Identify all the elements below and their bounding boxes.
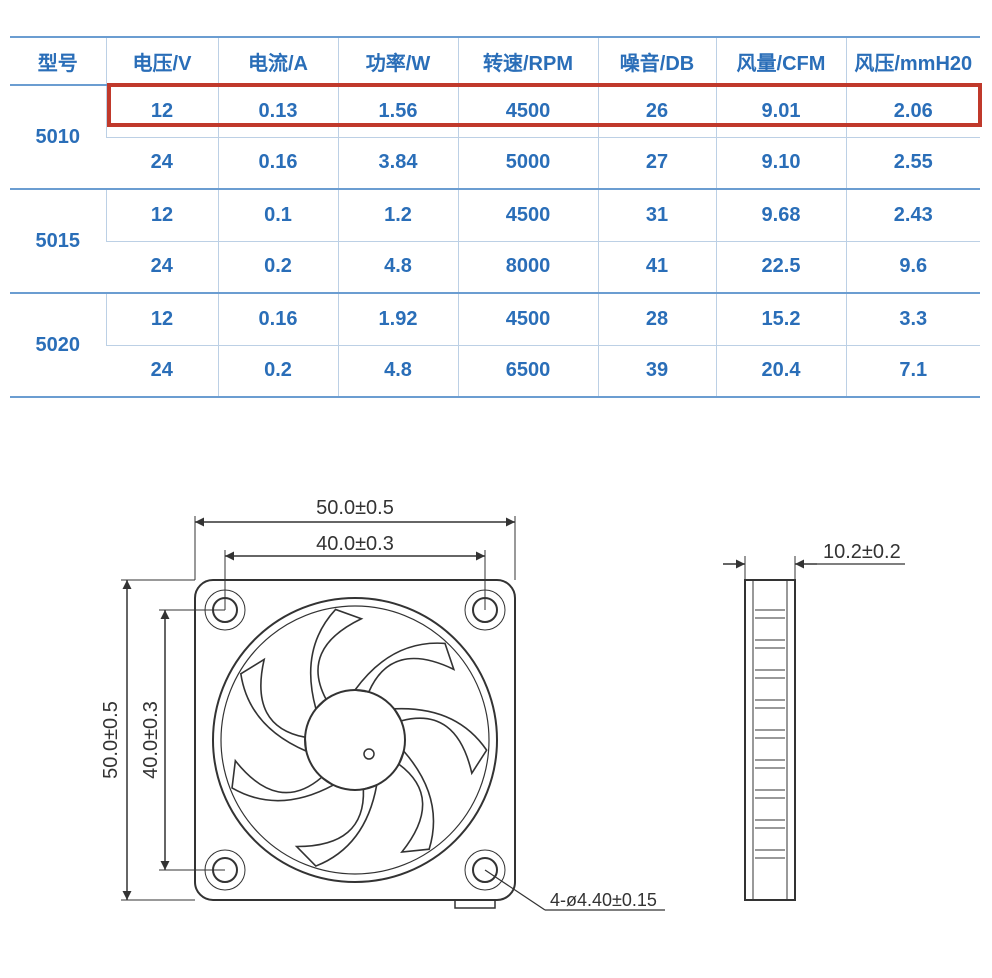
data-cell: 20.4 <box>716 345 846 397</box>
data-cell: 24 <box>106 345 218 397</box>
data-cell: 8000 <box>458 241 598 293</box>
col-header-0: 型号 <box>10 37 106 85</box>
data-cell: 0.2 <box>218 345 338 397</box>
data-cell: 27 <box>598 137 716 189</box>
data-cell: 4.8 <box>338 241 458 293</box>
data-cell: 12 <box>106 85 218 137</box>
data-cell: 1.92 <box>338 293 458 345</box>
data-cell: 24 <box>106 241 218 293</box>
data-cell: 2.43 <box>846 189 980 241</box>
svg-text:4-ø4.40±0.15: 4-ø4.40±0.15 <box>550 890 657 910</box>
col-header-5: 噪音/DB <box>598 37 716 85</box>
spec-table: 型号电压/V电流/A功率/W转速/RPM噪音/DB风量/CFM风压/mmH20 … <box>10 36 980 398</box>
col-header-3: 功率/W <box>338 37 458 85</box>
spec-table-container: 型号电压/V电流/A功率/W转速/RPM噪音/DB风量/CFM风压/mmH20 … <box>10 36 980 398</box>
data-cell: 41 <box>598 241 716 293</box>
data-cell: 4500 <box>458 293 598 345</box>
data-cell: 0.2 <box>218 241 338 293</box>
data-cell: 9.6 <box>846 241 980 293</box>
data-cell: 0.16 <box>218 293 338 345</box>
data-cell: 7.1 <box>846 345 980 397</box>
data-cell: 0.16 <box>218 137 338 189</box>
technical-drawing: 50.0±0.5 40.0±0.3 50.0±0.5 40.0±0.3 4-ø4.40±… <box>65 500 965 960</box>
model-cell: 5020 <box>10 293 106 397</box>
data-cell: 4.8 <box>338 345 458 397</box>
data-cell: 5000 <box>458 137 598 189</box>
data-cell: 26 <box>598 85 716 137</box>
data-cell: 9.01 <box>716 85 846 137</box>
data-cell: 6500 <box>458 345 598 397</box>
data-cell: 9.10 <box>716 137 846 189</box>
data-cell: 3.3 <box>846 293 980 345</box>
model-cell: 5010 <box>10 85 106 189</box>
col-header-2: 电流/A <box>218 37 338 85</box>
col-header-4: 转速/RPM <box>458 37 598 85</box>
data-cell: 31 <box>598 189 716 241</box>
data-cell: 2.55 <box>846 137 980 189</box>
data-cell: 24 <box>106 137 218 189</box>
data-cell: 22.5 <box>716 241 846 293</box>
data-cell: 12 <box>106 293 218 345</box>
col-header-1: 电压/V <box>106 37 218 85</box>
data-cell: 39 <box>598 345 716 397</box>
col-header-7: 风压/mmH20 <box>846 37 980 85</box>
svg-text:10.2±0.2: 10.2±0.2 <box>823 541 901 563</box>
col-header-6: 风量/CFM <box>716 37 846 85</box>
data-cell: 0.13 <box>218 85 338 137</box>
data-cell: 12 <box>106 189 218 241</box>
data-cell: 3.84 <box>338 137 458 189</box>
data-cell: 0.1 <box>218 189 338 241</box>
model-cell: 5015 <box>10 189 106 293</box>
data-cell: 4500 <box>458 189 598 241</box>
svg-text:50.0±0.5: 50.0±0.5 <box>100 701 122 779</box>
data-cell: 15.2 <box>716 293 846 345</box>
data-cell: 9.68 <box>716 189 846 241</box>
svg-text:50.0±0.5: 50.0±0.5 <box>316 500 394 519</box>
data-cell: 1.56 <box>338 85 458 137</box>
svg-text:40.0±0.3: 40.0±0.3 <box>140 701 162 779</box>
svg-text:40.0±0.3: 40.0±0.3 <box>316 533 394 555</box>
data-cell: 4500 <box>458 85 598 137</box>
data-cell: 28 <box>598 293 716 345</box>
data-cell: 1.2 <box>338 189 458 241</box>
data-cell: 2.06 <box>846 85 980 137</box>
